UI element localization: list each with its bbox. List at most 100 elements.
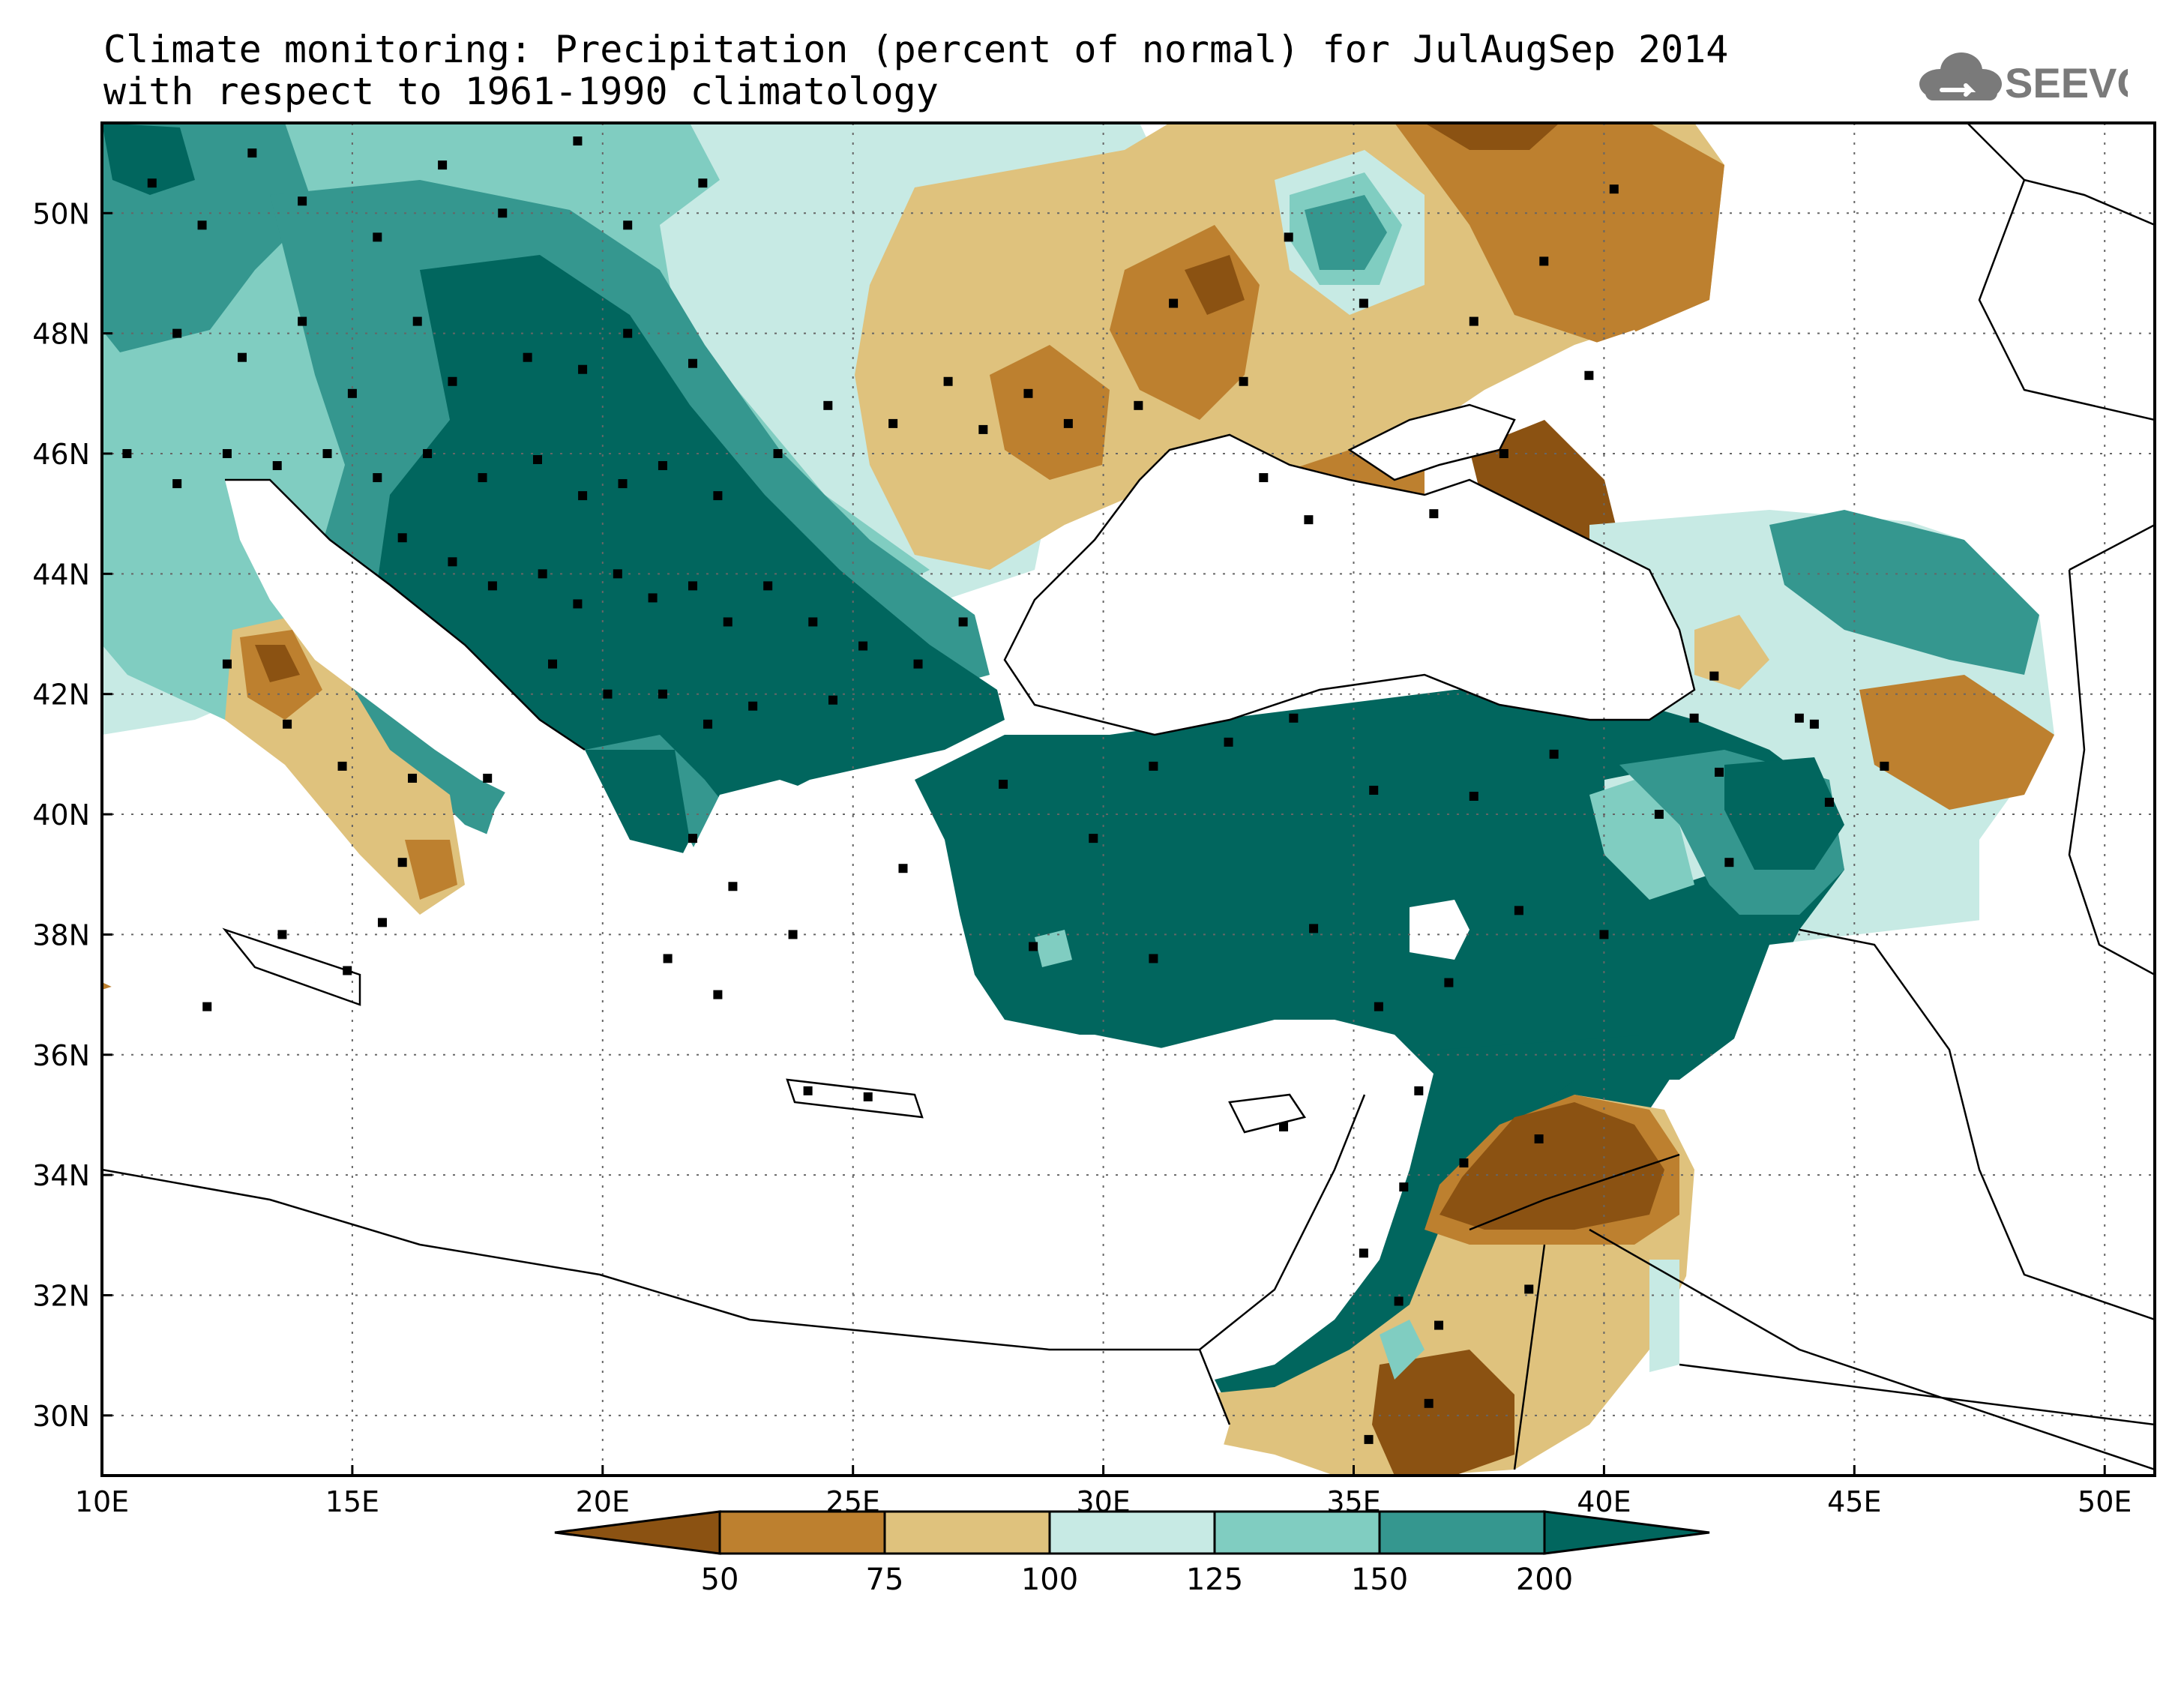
- station-marker: [347, 388, 357, 398]
- station-marker: [1824, 798, 1834, 808]
- station-marker: [1309, 924, 1319, 933]
- station-marker: [1709, 671, 1719, 681]
- region-very-dry-spot: [1185, 255, 1245, 315]
- map-subtitle: with respect to 1961-1990 climatology: [103, 70, 939, 113]
- y-tick-label: 40N: [32, 799, 90, 832]
- region-extremely-wet-van: [1724, 757, 1844, 870]
- station-marker: [377, 918, 387, 927]
- colorbar-label: 150: [1351, 1563, 1408, 1597]
- station-marker: [1809, 719, 1819, 729]
- y-tick-label: 50N: [32, 197, 90, 230]
- station-marker: [1149, 954, 1158, 963]
- colorbar-box: [883, 1510, 1051, 1555]
- station-marker: [863, 1092, 873, 1101]
- coastlines: [102, 123, 2155, 1471]
- station-marker: [1399, 1182, 1409, 1192]
- station-marker: [913, 659, 923, 669]
- x-tick-label: 40E: [1577, 1485, 1631, 1518]
- colorbar-box: [718, 1510, 886, 1555]
- station-marker: [498, 208, 508, 218]
- x-tick-label: 15E: [325, 1485, 379, 1518]
- colorbar-label: 125: [1186, 1563, 1243, 1597]
- station-marker: [1369, 785, 1379, 795]
- region-dry-azerbaijan: [1859, 675, 2054, 810]
- colorbar-box: [1378, 1510, 1546, 1555]
- station-marker: [343, 966, 352, 975]
- x-tick-label: 20E: [576, 1485, 630, 1518]
- region-wet-western-turkey-spot: [1035, 930, 1072, 967]
- region-very-dry-jordan: [1372, 1350, 1514, 1476]
- station-marker: [1374, 1002, 1383, 1011]
- station-marker: [658, 689, 667, 699]
- region-slightly-dry-georgia: [1694, 615, 1769, 690]
- station-marker: [1169, 298, 1179, 308]
- caspian-sea: [2069, 525, 2155, 975]
- station-marker: [713, 990, 723, 999]
- station-marker: [197, 220, 207, 230]
- kuban-white: [1544, 330, 1679, 420]
- region-extremely-wet-west: [102, 123, 195, 195]
- station-marker: [623, 220, 633, 230]
- station-marker: [1414, 1086, 1424, 1095]
- station-marker: [412, 316, 422, 326]
- region-very-dry-syria: [1440, 1102, 1664, 1230]
- station-marker: [1469, 316, 1478, 326]
- map-area: [102, 123, 2155, 1476]
- x-tick-label: 50E: [2078, 1485, 2132, 1518]
- station-marker: [1279, 1122, 1289, 1131]
- station-marker: [322, 448, 332, 458]
- station-marker: [1394, 1296, 1404, 1306]
- y-tick-label: 36N: [32, 1039, 90, 1072]
- colorbar-label: 75: [866, 1563, 904, 1597]
- station-marker: [663, 954, 673, 963]
- station-marker: [1259, 473, 1269, 483]
- station-marker: [1794, 713, 1804, 723]
- station-marker: [1359, 298, 1368, 308]
- station-marker: [1063, 418, 1073, 428]
- region-wet-east-turkey: [1589, 780, 1694, 900]
- arabia-white: [1589, 1365, 2155, 1476]
- map-frame: [100, 121, 2156, 1477]
- station-marker: [1149, 761, 1158, 771]
- station-marker: [688, 581, 698, 591]
- station-marker: [728, 882, 738, 891]
- station-marker: [1724, 858, 1734, 867]
- station-marker: [603, 689, 613, 699]
- region-very-dry-north: [1425, 123, 1559, 150]
- station-marker: [532, 454, 542, 464]
- station-marker: [1689, 713, 1699, 723]
- graticule: [102, 123, 2155, 1476]
- station-marker: [397, 858, 407, 867]
- region-very-dry-italy: [255, 645, 300, 682]
- station-marker: [298, 196, 307, 206]
- station-marker: [1289, 713, 1299, 723]
- station-marker: [1284, 232, 1293, 242]
- station-marker: [698, 178, 708, 188]
- station-marker: [1549, 749, 1559, 759]
- station-marker: [1364, 1434, 1374, 1444]
- station-marker: [688, 358, 698, 368]
- station-marker: [172, 479, 182, 489]
- persia-white: [1679, 900, 2155, 1365]
- station-marker: [448, 376, 457, 386]
- colorbar-label: 100: [1021, 1563, 1078, 1597]
- station-marker: [623, 328, 633, 338]
- station-marker: [613, 569, 622, 579]
- station-marker: [1499, 448, 1508, 458]
- y-tick-label: 44N: [32, 558, 90, 591]
- station-marker: [548, 659, 558, 669]
- logo-text: SEEVCCC: [2005, 59, 2128, 106]
- station-marker: [172, 328, 182, 338]
- x-tick-label: 10E: [75, 1485, 129, 1518]
- station-marker: [1359, 1248, 1368, 1258]
- station-marker: [1444, 978, 1454, 987]
- station-marker: [1654, 810, 1664, 820]
- colorbar: 50 75 100 125 150 200: [554, 1510, 1710, 1597]
- y-tick-label: 30N: [32, 1400, 90, 1433]
- station-marker: [1134, 400, 1143, 410]
- station-marker: [408, 773, 418, 783]
- station-marker: [1609, 184, 1619, 194]
- station-marker: [247, 148, 257, 158]
- seevccc-logo: SEEVCCC: [1919, 52, 2128, 106]
